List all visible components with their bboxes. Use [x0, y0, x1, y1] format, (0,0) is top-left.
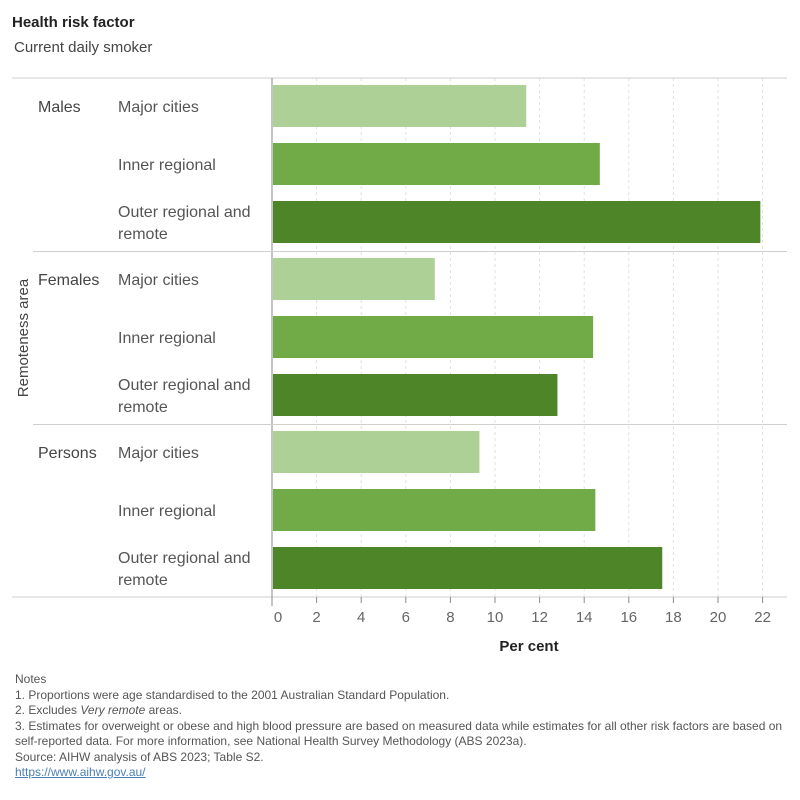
- bar: [273, 374, 558, 416]
- x-axis: 0 2 4 6 8 10 12 14 16 18 20 22: [271, 597, 771, 626]
- x-tick-label: 16: [620, 609, 637, 626]
- note-2-prefix: 2. Excludes: [15, 703, 81, 717]
- bar: [273, 431, 480, 473]
- group-label: Males: [38, 99, 81, 116]
- notes-heading: Notes: [15, 672, 47, 686]
- x-tick-label: 2: [312, 609, 320, 626]
- chart-frame: [12, 77, 787, 606]
- bar: [273, 547, 663, 589]
- chart-title: Health risk factor: [12, 14, 135, 31]
- note-1: 1. Proportions were age standardised to …: [15, 687, 450, 702]
- category-labels: Males Major cities Inner regional Outer reg…: [38, 99, 251, 589]
- x-tick-label: 18: [665, 609, 682, 626]
- note-2: 2. Excludes Very remote areas.: [15, 703, 785, 719]
- note-2-italic: Very remote: [80, 703, 146, 717]
- x-tick-label: 12: [531, 609, 548, 626]
- x-tick-label: 20: [710, 609, 727, 626]
- bar: [273, 201, 761, 243]
- bar: [273, 143, 600, 185]
- x-tick-label: 0: [274, 609, 282, 626]
- aihw-link[interactable]: https://www.aihw.gov.au/: [15, 765, 146, 779]
- category-label: Inner regional: [118, 330, 216, 347]
- x-tick-label: 22: [754, 609, 771, 626]
- x-tick-label: 4: [357, 609, 365, 626]
- bar-chart: Males Major cities Inner regional Outer reg…: [12, 77, 787, 655]
- bars: [273, 85, 761, 589]
- category-label: Major cities: [118, 99, 199, 116]
- note-2-suffix: areas.: [145, 703, 182, 717]
- category-label: Outer regional and remote: [118, 550, 251, 589]
- note-3: 3. Estimates for overweight or obese and…: [15, 718, 783, 749]
- group-label: Persons: [38, 445, 97, 462]
- x-tick-label: 6: [402, 609, 410, 626]
- x-tick-label: 8: [446, 609, 454, 626]
- x-axis-label: Per cent: [499, 638, 558, 655]
- category-label: Inner regional: [118, 157, 216, 174]
- category-label: Major cities: [118, 272, 199, 289]
- bar: [273, 489, 596, 531]
- x-tick-label: 14: [576, 609, 593, 626]
- x-tick-label: 10: [487, 609, 504, 626]
- bar: [273, 316, 594, 358]
- category-label: Outer regional and remote: [118, 377, 251, 416]
- category-label: Inner regional: [118, 503, 216, 520]
- source-note: Source: AIHW analysis of ABS 2023; Table…: [15, 749, 264, 764]
- group-label: Females: [38, 272, 99, 289]
- y-axis-label: Remoteness area: [15, 278, 32, 397]
- bar: [273, 258, 435, 300]
- chart-subtitle: Current daily smoker: [14, 39, 153, 56]
- category-label: Major cities: [118, 445, 199, 462]
- notes-section: Notes 1. Proportions were age standardis…: [15, 672, 785, 781]
- category-label: Outer regional and remote: [118, 204, 251, 243]
- bar: [273, 85, 527, 127]
